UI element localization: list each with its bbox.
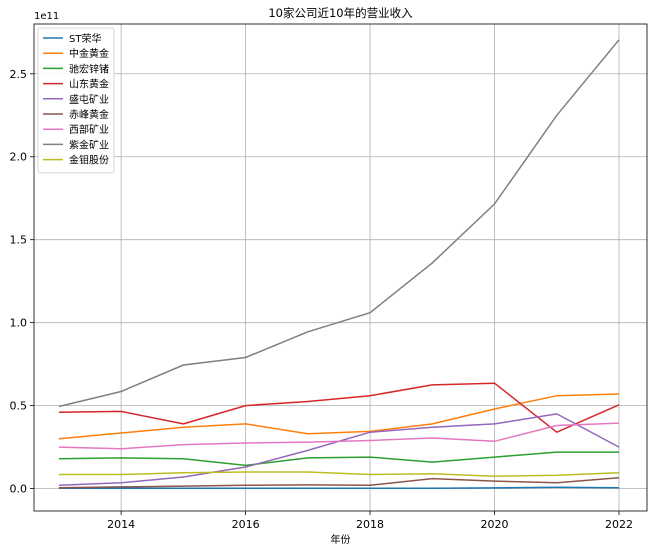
x-axis-label: 年份 [331, 533, 351, 546]
x-tick-label: 2022 [605, 518, 633, 531]
legend-label: ST荣华 [69, 32, 101, 45]
legend-label: 驰宏锌锗 [69, 62, 109, 75]
legend-label: 赤峰黄金 [69, 108, 109, 121]
legend-label: 盛屯矿业 [69, 93, 109, 106]
y-tick-label: 0.5 [10, 400, 28, 413]
series-line [58, 393, 620, 440]
legend-label: 西部矿业 [69, 123, 109, 136]
y-tick-label: 1.5 [10, 234, 28, 247]
legend-label: 紫金矿业 [69, 138, 109, 151]
legend-label: 金钼股份 [69, 154, 109, 167]
chart-title: 10家公司近10年的营业收入 [268, 6, 413, 20]
series-line [58, 471, 620, 477]
x-tick-label: 2018 [356, 518, 384, 531]
legend-box [37, 27, 115, 174]
y-tick-label: 0.0 [10, 483, 28, 496]
x-tick-label: 2014 [107, 518, 135, 531]
series-line [58, 422, 620, 450]
series-line [58, 486, 620, 490]
axis-ticks: 2014 2016 2018 2020 2022 0.0 0.5 1.0 1.5 2.0 2.5 [10, 68, 633, 531]
x-tick-label: 2016 [232, 518, 260, 531]
legend-label: 山东黄金 [69, 78, 109, 91]
grid [34, 24, 647, 511]
y-tick-label: 1.0 [10, 317, 28, 330]
series-line [58, 39, 620, 408]
series-lines [58, 39, 620, 490]
y-tick-label: 2.5 [10, 68, 28, 81]
series-line [58, 451, 619, 467]
x-tick-label: 2020 [481, 518, 509, 531]
series-line [58, 477, 620, 489]
y-offset-text: 1e11 [34, 11, 59, 22]
legend-label: 中金黄金 [69, 47, 109, 60]
y-tick-label: 2.0 [10, 151, 28, 164]
series-line [58, 382, 620, 433]
plot-frame [33, 23, 648, 512]
